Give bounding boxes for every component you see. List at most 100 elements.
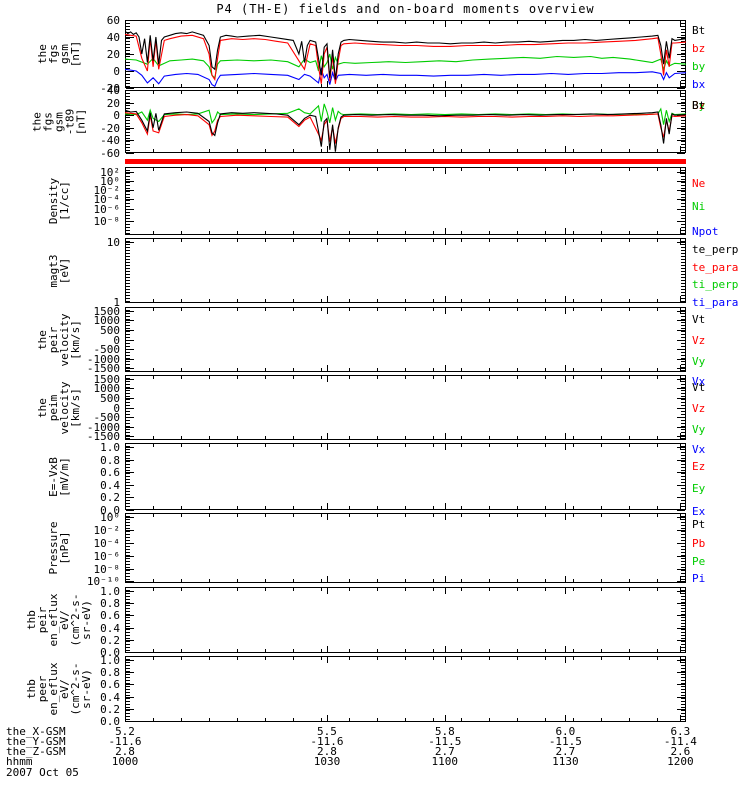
x-minor-ticks-top xyxy=(125,168,686,171)
x-major-tick xyxy=(125,146,126,152)
x-major-tick xyxy=(565,503,566,509)
y-major-tick xyxy=(677,190,685,191)
xaxis-row-label-y: the_Y-GSM xyxy=(6,735,66,748)
x-major-tick xyxy=(445,376,446,382)
y-tick-label: 0.6 xyxy=(100,678,120,691)
xaxis-value: 5.2 xyxy=(115,725,135,738)
x-major-tick xyxy=(125,239,126,245)
x-major-tick xyxy=(125,657,126,663)
y-major-tick xyxy=(126,398,134,399)
y-major-tick xyxy=(126,54,134,55)
y-axis-title-line: [1/cc] xyxy=(58,181,71,221)
x-major-tick xyxy=(445,646,446,652)
y-major-tick xyxy=(677,54,685,55)
y-major-tick xyxy=(677,320,685,321)
y-tick-label: 0.2 xyxy=(100,634,120,647)
y-major-tick xyxy=(677,684,685,685)
legend-Pe: Pe xyxy=(692,555,706,568)
xaxis-value: 5.8 xyxy=(434,725,455,738)
xaxis-value: -11.6 xyxy=(108,735,142,748)
y-minor-ticks-left xyxy=(126,307,130,372)
xaxis-value: -11.4 xyxy=(663,735,697,748)
y-minor-ticks-right xyxy=(681,238,685,303)
y-major-tick xyxy=(677,311,685,312)
y-major-tick xyxy=(126,340,134,341)
y-minor-ticks-left xyxy=(126,375,130,440)
y-major-tick xyxy=(126,615,134,616)
y-major-tick xyxy=(677,153,685,154)
y-axis-title: Pressure [nPa] xyxy=(0,513,118,583)
y-tick-label: 10⁰ xyxy=(100,175,120,188)
y-major-tick xyxy=(126,556,134,557)
x-major-tick xyxy=(565,657,566,663)
legend-ti_perp: ti_perp xyxy=(692,278,739,292)
x-major-tick xyxy=(327,239,328,245)
x-major-tick xyxy=(445,308,446,314)
x-major-tick xyxy=(565,168,566,174)
y-major-tick xyxy=(677,628,685,629)
x-minor-ticks-bottom xyxy=(125,84,686,87)
y-major-tick xyxy=(126,417,134,418)
y-major-tick xyxy=(126,349,134,350)
y-axis-title-text: the fgs gsm -t89 [nT] xyxy=(31,108,88,135)
y-major-tick xyxy=(677,427,685,428)
x-major-tick xyxy=(680,146,681,152)
legend-Vt: Vt xyxy=(692,380,706,394)
x-major-tick xyxy=(445,21,446,27)
legend-Npot: Npot xyxy=(692,224,719,238)
y-major-tick xyxy=(677,460,685,461)
y-major-tick xyxy=(677,697,685,698)
y-major-tick xyxy=(126,330,134,331)
series-dBz xyxy=(125,112,686,144)
legend-Vt: Vt xyxy=(692,312,706,326)
x-major-tick xyxy=(327,444,328,450)
legend-By: By xyxy=(692,98,706,112)
panel-frame-fgs-gsm xyxy=(125,20,686,88)
x-major-tick xyxy=(327,308,328,314)
x-minor-ticks-bottom xyxy=(125,231,686,234)
xaxis-value: 5.5 xyxy=(317,725,337,738)
panel-frame-density xyxy=(125,167,686,235)
y-major-tick xyxy=(126,172,134,173)
y-minor-ticks-right xyxy=(681,443,685,510)
y-major-tick xyxy=(126,379,134,380)
y-axis-title-text: the peim velocity [km/s] xyxy=(36,381,82,434)
y-tick-label: 0 xyxy=(113,334,120,347)
x-major-tick xyxy=(327,81,328,87)
y-major-tick xyxy=(677,497,685,498)
legend-bz: bz xyxy=(692,41,706,55)
y-minor-ticks-left xyxy=(126,656,130,722)
y-major-tick xyxy=(126,408,134,409)
y-axis-title: Density [1/cc] xyxy=(0,167,118,235)
x-major-tick xyxy=(565,21,566,27)
y-major-tick xyxy=(677,209,685,210)
y-major-tick xyxy=(126,581,134,582)
legend-Vy: Vy xyxy=(692,355,706,369)
y-tick-label: 500 xyxy=(100,324,120,337)
x-major-tick xyxy=(445,444,446,450)
x-major-tick xyxy=(125,588,126,594)
legend-Pt: Pt xyxy=(692,517,706,531)
y-major-tick xyxy=(126,37,134,38)
xaxis-value: 6.3 xyxy=(670,725,691,738)
x-minor-ticks-top xyxy=(125,91,686,94)
y-major-tick xyxy=(126,721,134,722)
x-major-tick xyxy=(327,646,328,652)
x-minor-ticks-bottom xyxy=(125,436,686,439)
y-axis-title-text: thb peer en_eflux eV/(cm^2-s-sr-eV) xyxy=(25,663,93,716)
x-major-tick xyxy=(125,81,126,87)
xaxis-value: 1100 xyxy=(431,755,459,768)
y-major-tick xyxy=(126,181,134,182)
x-major-tick xyxy=(327,715,328,721)
y-axis-title: the fgs gsm [nT] xyxy=(0,20,118,88)
series-Bt xyxy=(125,30,686,80)
x-major-tick xyxy=(327,433,328,439)
x-major-tick xyxy=(125,576,126,582)
legend-by: by xyxy=(692,60,706,74)
y-major-tick xyxy=(677,221,685,222)
y-major-tick xyxy=(126,311,134,312)
y-major-tick xyxy=(126,497,134,498)
x-major-tick xyxy=(445,146,446,152)
y-minor-ticks-left xyxy=(126,443,130,510)
y-tick-label: 10² xyxy=(100,166,120,179)
